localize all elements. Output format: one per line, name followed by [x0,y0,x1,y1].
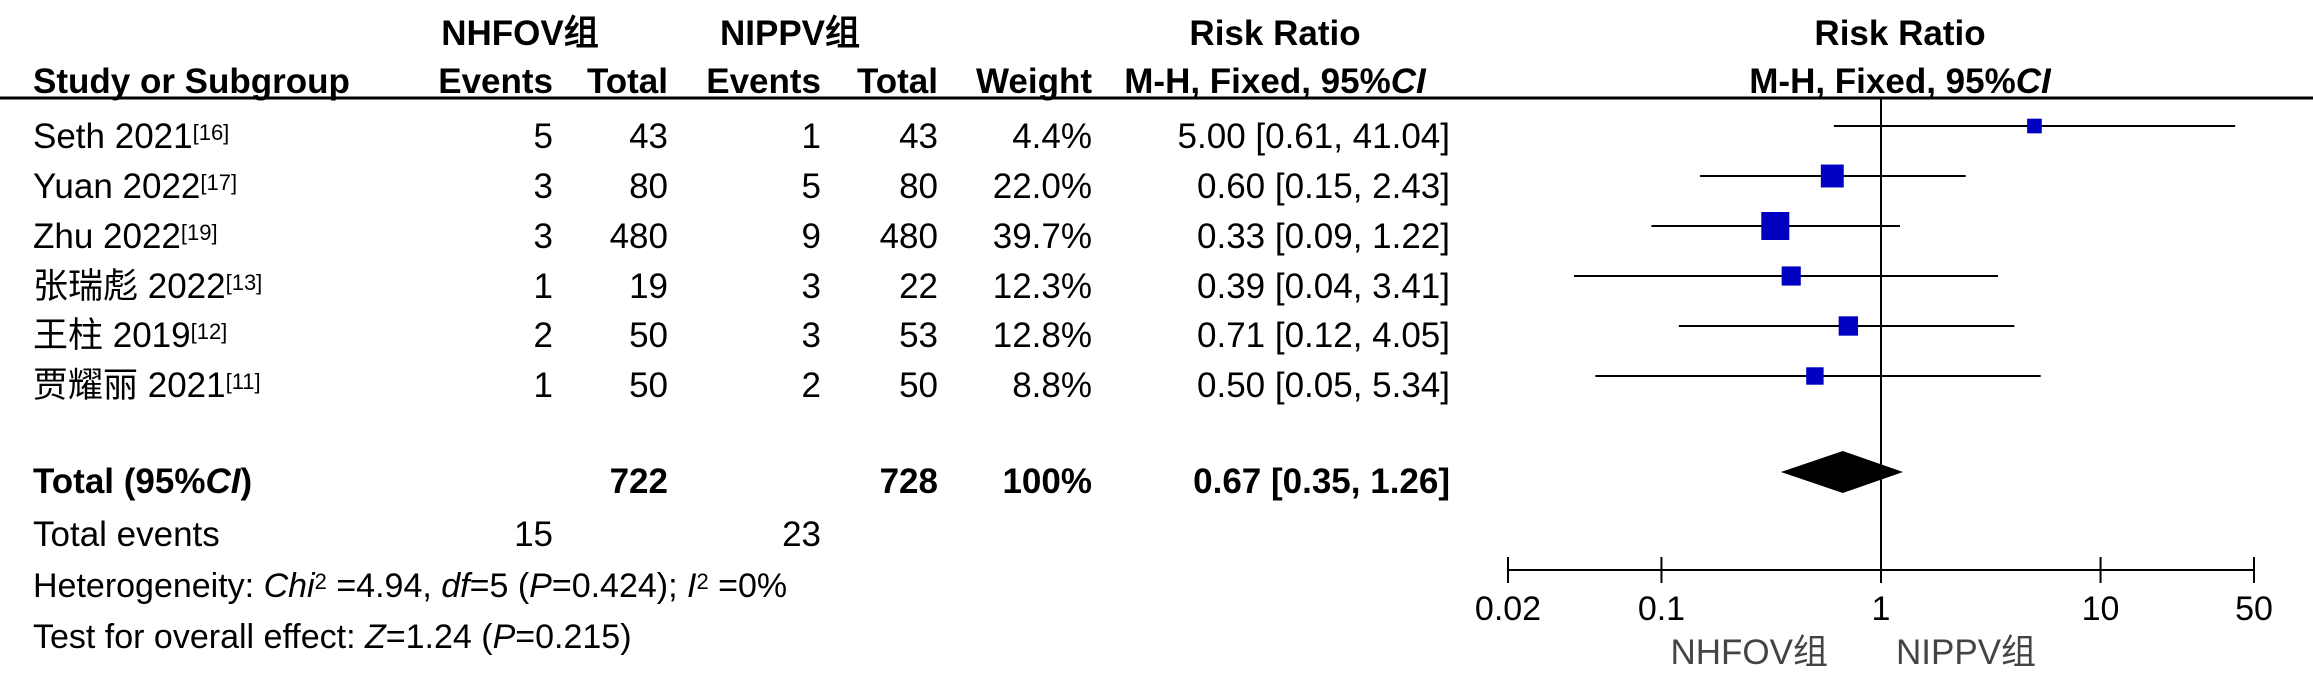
cell-weight: 22.0% [992,167,1092,206]
cell-risk-ratio: 0.60 [0.15, 2.43] [1197,167,1450,206]
axis-label-left: NHFOV组 [1670,633,1828,672]
cell-total-group1: 80 [629,167,668,206]
axis-label-right: NIPPV组 [1896,633,2037,672]
cell-total-group2: 80 [899,167,938,206]
cell-risk-ratio: 5.00 [0.61, 41.04] [1177,117,1450,156]
x-tick-label: 10 [2082,590,2120,628]
plot-title: Risk Ratio [1814,14,1986,53]
cell-risk-ratio: 0.50 [0.05, 5.34] [1197,366,1450,405]
col-study: Study or Subgroup [33,62,350,101]
group1-header: NHFOV组 [441,14,599,53]
x-tick-label: 0.02 [1475,590,1541,628]
events-group1: 15 [514,515,553,554]
cell-total-group1: 43 [629,117,668,156]
col-events-group2: Events [706,62,821,101]
plot-method: M-H, Fixed, 95%CI [1749,62,2051,101]
total-group2: 728 [879,462,938,501]
study-name: Zhu 2022[19] [33,217,218,256]
group2-header: NIPPV组 [719,14,861,53]
study-name: Seth 2021[16] [33,117,230,156]
cell-events-group2: 1 [801,117,821,156]
cell-events-group2: 2 [801,366,821,405]
cell-events-group1: 1 [533,366,553,405]
x-tick-label: 1 [1872,590,1891,628]
cell-weight: 8.8% [1012,366,1092,405]
cell-total-group2: 50 [899,366,938,405]
cell-total-group2: 22 [899,267,938,306]
cell-events-group2: 3 [801,316,821,355]
effect-marker [1781,266,1801,286]
total-group1: 722 [609,462,668,501]
cell-events-group1: 3 [533,167,553,206]
cell-total-group2: 53 [899,316,938,355]
cell-total-group2: 43 [899,117,938,156]
cell-weight: 4.4% [1012,117,1092,156]
cell-risk-ratio: 0.33 [0.09, 1.22] [1197,217,1450,256]
events-group2: 23 [782,515,821,554]
cell-events-group2: 5 [801,167,821,206]
cell-weight: 39.7% [992,217,1092,256]
rr-title: Risk Ratio [1189,14,1361,53]
col-events-group1: Events [438,62,553,101]
study-name: 贾耀丽 2021[11] [33,366,261,405]
effect-marker [2027,118,2042,134]
study-name: 张瑞彪 2022[13] [33,267,263,306]
overall-effect-text: Test for overall effect: Z=1.24 (P=0.215… [33,618,632,656]
col-rr-method: M-H, Fixed, 95%CI [1124,62,1426,101]
cell-events-group1: 2 [533,316,553,355]
forest-plot: 0.02 0.1 1 10 50 [1475,98,2273,628]
effect-marker [1761,212,1790,240]
cell-total-group2: 480 [879,217,938,256]
col-total-group1: Total [586,62,668,101]
x-tick-label: 50 [2235,590,2273,628]
cell-events-group1: 5 [533,117,553,156]
effect-marker [1838,316,1859,336]
cell-events-group1: 1 [533,267,553,306]
total-label: Total (95%CI) [33,462,253,501]
pooled-diamond [1780,451,1904,493]
study-name: Yuan 2022[17] [33,167,238,206]
effect-marker [1820,164,1844,188]
heterogeneity-text: Heterogeneity: Chi2 =4.94, df=5 (P=0.424… [33,567,788,605]
cell-events-group1: 3 [533,217,553,256]
col-weight: Weight [975,62,1092,101]
cell-total-group1: 50 [629,366,668,405]
cell-total-group1: 19 [629,267,668,306]
x-tick-label: 0.1 [1638,590,1685,628]
cell-total-group1: 480 [609,217,668,256]
effect-marker [1806,367,1824,385]
cell-risk-ratio: 0.71 [0.12, 4.05] [1197,316,1450,355]
cell-risk-ratio: 0.39 [0.04, 3.41] [1197,267,1450,306]
total-weight: 100% [1002,462,1092,501]
cell-weight: 12.3% [992,267,1092,306]
cell-weight: 12.8% [992,316,1092,355]
events-label: Total events [33,515,220,554]
cell-total-group1: 50 [629,316,668,355]
study-name: 王柱 2019[12] [33,316,228,355]
total-rr: 0.67 [0.35, 1.26] [1193,462,1450,501]
col-total-group2: Total [856,62,938,101]
cell-events-group2: 9 [801,217,821,256]
cell-events-group2: 3 [801,267,821,306]
